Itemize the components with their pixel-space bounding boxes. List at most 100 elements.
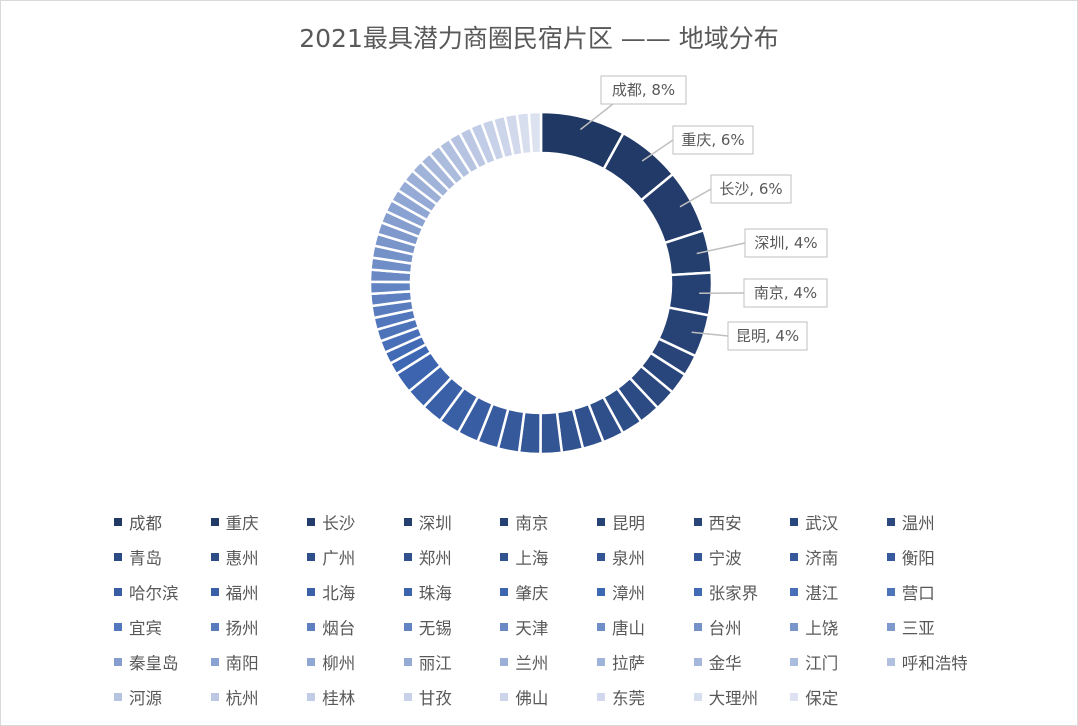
- legend-item: 河源: [114, 685, 162, 709]
- leader-line: [691, 331, 729, 337]
- legend-label: 兰州: [515, 654, 549, 673]
- legend-label: 扬州: [225, 619, 259, 638]
- legend-label: 拉萨: [612, 654, 645, 673]
- legend-swatch: [500, 693, 509, 701]
- legend-label: 漳州: [612, 584, 645, 603]
- legend-swatch: [693, 553, 702, 561]
- legend-swatch: [114, 553, 122, 561]
- legend-swatch: [114, 658, 122, 666]
- legend-item: 深圳: [403, 510, 452, 534]
- legend-item: 桂林: [307, 685, 355, 709]
- legend-swatch: [693, 623, 702, 631]
- legend-item: 杭州: [210, 685, 259, 709]
- legend-swatch: [500, 553, 509, 561]
- legend-swatch: [790, 553, 799, 561]
- legend-swatch: [403, 658, 412, 666]
- legend-label: 济南: [805, 549, 839, 568]
- legend-label: 桂林: [322, 689, 356, 708]
- legend-item: 福州: [210, 580, 259, 604]
- legend-label: 河源: [129, 689, 162, 708]
- legend-item: 营口: [886, 580, 935, 604]
- legend-item: 武汉: [790, 510, 838, 534]
- legend-item: 张家界: [693, 580, 758, 604]
- legend-item: 上海: [500, 545, 548, 569]
- legend-label: 衡阳: [901, 549, 935, 568]
- legend-item: 惠州: [210, 545, 259, 569]
- legend-item: 佛山: [500, 685, 548, 709]
- legend-label: 南京: [515, 514, 549, 533]
- legend-item: 丽江: [403, 650, 452, 674]
- legend-label: 营口: [901, 584, 935, 603]
- legend-item: 大理州: [693, 685, 759, 709]
- legend-swatch: [597, 658, 605, 666]
- legend-label: 昆明: [612, 514, 645, 533]
- legend-item: 珠海: [403, 580, 452, 604]
- legend-swatch: [307, 588, 316, 596]
- legend-swatch: [500, 658, 509, 666]
- leader-line: [696, 242, 746, 255]
- legend-item: 西安: [693, 510, 742, 534]
- data-label-text: 昆明, 4%: [736, 327, 799, 345]
- legend-label: 上海: [515, 549, 549, 568]
- legend-label: 上饶: [805, 619, 839, 638]
- legend-item: 肇庆: [500, 580, 548, 604]
- legend-label: 烟台: [322, 619, 356, 638]
- legend-item: 天津: [500, 615, 548, 639]
- legend-swatch: [403, 553, 412, 561]
- legend-item: 泉州: [597, 545, 645, 569]
- legend-label: 丽江: [418, 654, 452, 673]
- legend-item: 衡阳: [886, 545, 935, 569]
- legend-item: 济南: [790, 545, 838, 569]
- legend-item: 漳州: [597, 580, 645, 604]
- legend-label: 唐山: [612, 619, 645, 638]
- legend-label: 秦皇岛: [129, 654, 179, 673]
- legend-swatch: [210, 553, 219, 561]
- legend-label: 呼和浩特: [901, 654, 968, 673]
- legend-item: 东莞: [597, 685, 645, 709]
- legend-item: 三亚: [886, 615, 935, 639]
- donut-segment-保定: [527, 110, 543, 155]
- data-label-成都: 成都, 8%: [579, 75, 687, 131]
- legend-item: 唐山: [597, 615, 645, 639]
- legend-swatch: [500, 623, 509, 631]
- chart-title: 2021最具潜力商圈民宿片区 —— 地域分布: [299, 24, 779, 53]
- data-label-text: 成都, 8%: [612, 81, 675, 99]
- legend-label: 柳州: [322, 654, 356, 673]
- legend-item: 湛江: [790, 580, 838, 604]
- legend-label: 保定: [805, 689, 839, 708]
- legend-item: 长沙: [307, 510, 355, 534]
- legend-label: 重庆: [225, 514, 259, 533]
- legend-item: 青岛: [114, 545, 162, 569]
- legend-swatch: [403, 623, 412, 631]
- legend-item: 呼和浩特: [886, 650, 968, 674]
- legend-item: 宁波: [693, 545, 742, 569]
- legend-item: 上饶: [790, 615, 838, 639]
- data-label-重庆: 重庆, 6%: [641, 125, 754, 162]
- legend-swatch: [307, 623, 316, 631]
- legend-swatch: [307, 658, 316, 666]
- legend-label: 温州: [901, 514, 935, 533]
- legend-label: 大理州: [708, 689, 759, 708]
- legend-label: 西安: [708, 514, 742, 533]
- legend-item: 成都: [114, 510, 162, 534]
- data-label-text: 长沙, 6%: [719, 180, 782, 198]
- data-label-text: 深圳, 4%: [754, 234, 817, 252]
- legend-swatch: [210, 693, 219, 701]
- legend-label: 三亚: [901, 619, 935, 638]
- legend-item: 江门: [790, 650, 838, 674]
- legend-item: 兰州: [500, 650, 548, 674]
- data-label-昆明: 昆明, 4%: [691, 321, 808, 351]
- legend-swatch: [114, 693, 122, 701]
- legend-label: 福州: [225, 584, 259, 603]
- legend-swatch: [693, 693, 702, 701]
- legend-label: 青岛: [129, 549, 162, 568]
- legend-label: 佛山: [515, 689, 549, 708]
- data-label-深圳: 深圳, 4%: [696, 228, 828, 258]
- legend-item: 宜宾: [114, 615, 162, 639]
- legend-swatch: [597, 518, 605, 526]
- legend-item: 无锡: [403, 615, 452, 639]
- legend-swatch: [693, 658, 702, 666]
- legend-swatch: [886, 658, 895, 666]
- data-label-box: [672, 125, 754, 155]
